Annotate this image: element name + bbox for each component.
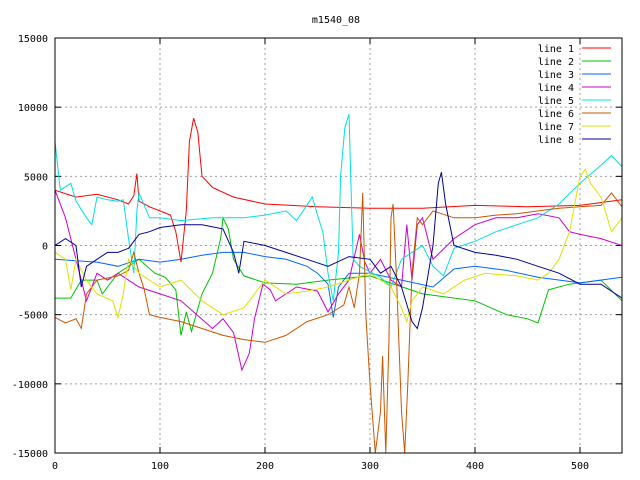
series-line-6 — [55, 192, 622, 453]
legend-label: line 7 — [538, 122, 574, 133]
x-tick-label: 0 — [52, 461, 58, 472]
x-tick-label: 400 — [466, 461, 484, 472]
series-line-5 — [55, 113, 622, 301]
series-line-8 — [55, 172, 622, 330]
series-line-7 — [55, 168, 622, 324]
y-tick-label: 10000 — [18, 103, 48, 114]
chart-title: m1540_08 — [312, 15, 360, 26]
legend-label: line 6 — [538, 109, 574, 120]
x-tick-label: 200 — [256, 461, 274, 472]
y-tick-label: 15000 — [18, 34, 48, 45]
plot-frame — [54, 37, 623, 454]
x-tick-label: 100 — [151, 461, 169, 472]
y-tick-label: -10000 — [12, 380, 48, 391]
legend-label: line 3 — [538, 70, 574, 81]
legend-label: line 4 — [538, 83, 574, 94]
legend-label: line 2 — [538, 57, 574, 68]
series-line-4 — [55, 190, 622, 372]
x-tick-label: 500 — [571, 461, 589, 472]
legend-label: line 8 — [538, 135, 574, 146]
y-axis-ticks: -15000 -10000 -5000 0 5000 10000 15000 — [12, 34, 622, 460]
legend-label: line 1 — [538, 44, 574, 55]
series-line-1 — [55, 118, 622, 263]
y-tick-label: -5000 — [18, 311, 48, 322]
y-tick-label: -15000 — [12, 449, 48, 460]
x-tick-label: 300 — [361, 461, 379, 472]
series-line-3 — [55, 251, 622, 318]
series-lines — [55, 113, 622, 453]
legend-label: line 5 — [538, 96, 574, 107]
y-tick-label: 0 — [42, 242, 48, 253]
y-tick-label: 5000 — [24, 172, 48, 183]
legend: line 1 line 2 line 3 line 4 line 5 line 6 line… — [538, 44, 611, 146]
